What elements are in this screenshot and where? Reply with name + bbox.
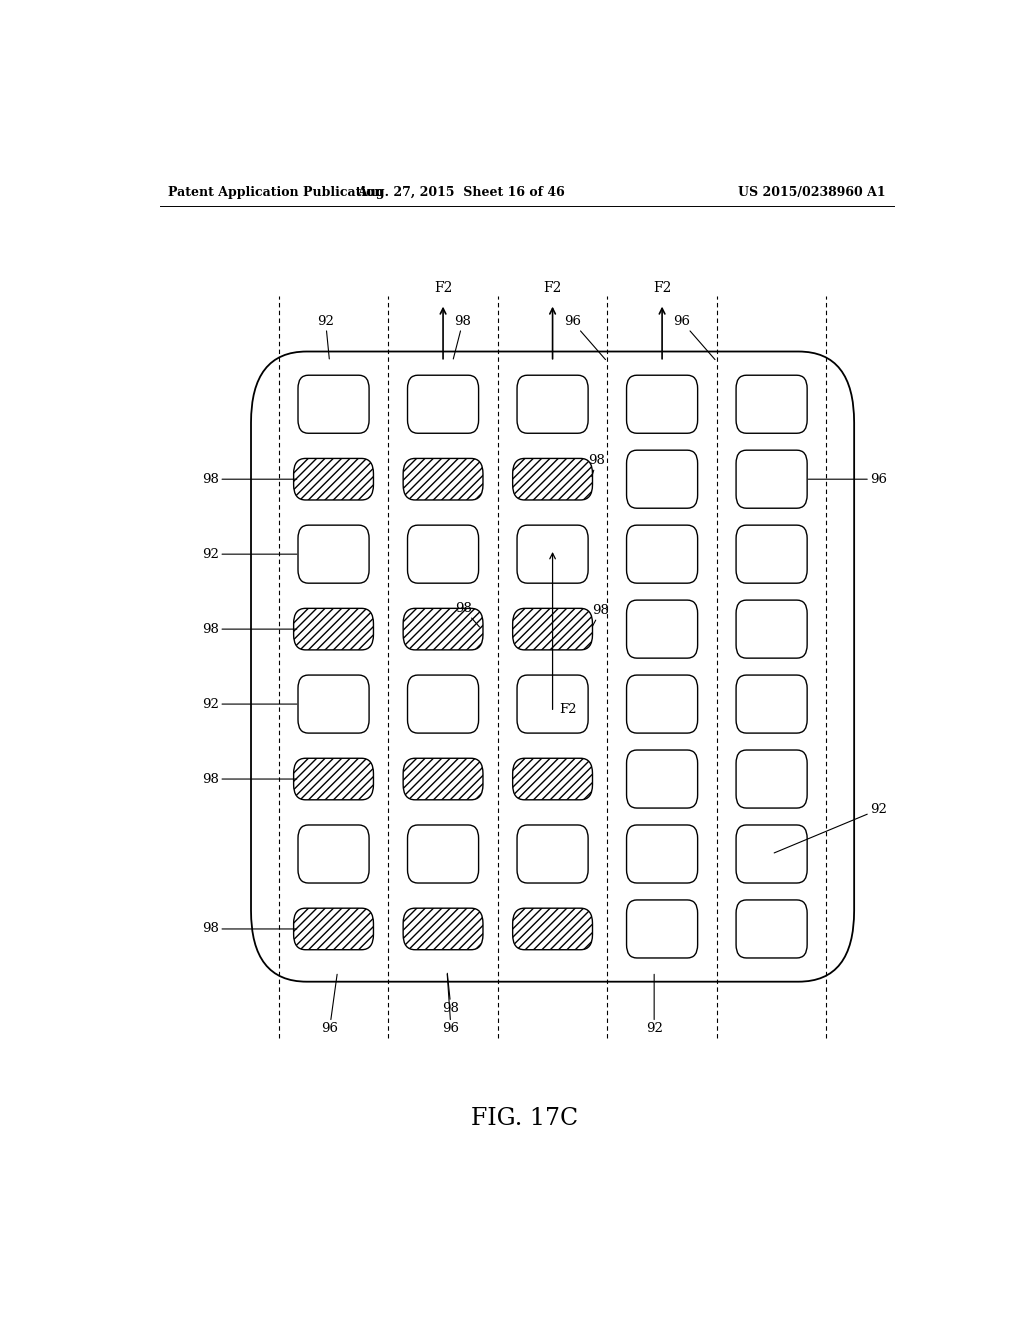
Text: 96: 96 <box>442 974 460 1035</box>
FancyBboxPatch shape <box>627 750 697 808</box>
Text: 98: 98 <box>592 605 609 627</box>
FancyBboxPatch shape <box>627 525 697 583</box>
FancyBboxPatch shape <box>736 675 807 733</box>
FancyBboxPatch shape <box>627 601 697 659</box>
Text: 96: 96 <box>564 315 605 359</box>
FancyBboxPatch shape <box>736 601 807 659</box>
FancyBboxPatch shape <box>627 825 697 883</box>
FancyBboxPatch shape <box>513 758 593 800</box>
Text: 98: 98 <box>203 623 297 636</box>
Text: Aug. 27, 2015  Sheet 16 of 46: Aug. 27, 2015 Sheet 16 of 46 <box>357 186 565 199</box>
Text: Patent Application Publication: Patent Application Publication <box>168 186 383 199</box>
Text: 98: 98 <box>455 602 479 627</box>
Text: 96: 96 <box>808 473 887 486</box>
FancyBboxPatch shape <box>627 375 697 433</box>
Text: 96: 96 <box>322 974 338 1035</box>
FancyBboxPatch shape <box>298 675 369 733</box>
FancyBboxPatch shape <box>736 450 807 508</box>
FancyBboxPatch shape <box>294 908 374 949</box>
Text: F2: F2 <box>559 702 577 715</box>
FancyBboxPatch shape <box>736 825 807 883</box>
FancyBboxPatch shape <box>517 675 588 733</box>
Text: 98: 98 <box>203 473 297 486</box>
FancyBboxPatch shape <box>627 450 697 508</box>
FancyBboxPatch shape <box>408 825 478 883</box>
Text: FIG. 17C: FIG. 17C <box>471 1107 579 1130</box>
Text: 92: 92 <box>203 548 297 561</box>
FancyBboxPatch shape <box>408 375 478 433</box>
FancyBboxPatch shape <box>736 525 807 583</box>
Text: 98: 98 <box>454 315 471 359</box>
FancyBboxPatch shape <box>513 458 593 500</box>
Text: F2: F2 <box>434 281 453 294</box>
FancyBboxPatch shape <box>403 458 483 500</box>
FancyBboxPatch shape <box>403 908 483 949</box>
FancyBboxPatch shape <box>298 375 369 433</box>
Text: 92: 92 <box>646 974 663 1035</box>
Text: 98: 98 <box>442 973 460 1015</box>
FancyBboxPatch shape <box>736 900 807 958</box>
FancyBboxPatch shape <box>403 609 483 649</box>
Text: 98: 98 <box>588 454 605 477</box>
FancyBboxPatch shape <box>517 375 588 433</box>
Text: 98: 98 <box>203 772 297 785</box>
FancyBboxPatch shape <box>517 825 588 883</box>
FancyBboxPatch shape <box>408 675 478 733</box>
Text: 92: 92 <box>317 315 334 359</box>
Text: US 2015/0238960 A1: US 2015/0238960 A1 <box>738 186 886 199</box>
FancyBboxPatch shape <box>513 908 593 949</box>
Text: F2: F2 <box>544 281 562 294</box>
FancyBboxPatch shape <box>298 525 369 583</box>
FancyBboxPatch shape <box>298 825 369 883</box>
FancyBboxPatch shape <box>513 609 593 649</box>
FancyBboxPatch shape <box>294 758 374 800</box>
Text: 92: 92 <box>203 697 297 710</box>
FancyBboxPatch shape <box>517 525 588 583</box>
Text: 96: 96 <box>674 315 715 359</box>
Text: 92: 92 <box>774 803 887 853</box>
FancyBboxPatch shape <box>736 750 807 808</box>
Text: 98: 98 <box>203 923 297 936</box>
FancyBboxPatch shape <box>736 375 807 433</box>
FancyBboxPatch shape <box>408 525 478 583</box>
FancyBboxPatch shape <box>403 758 483 800</box>
FancyBboxPatch shape <box>294 609 374 649</box>
FancyBboxPatch shape <box>627 900 697 958</box>
FancyBboxPatch shape <box>627 675 697 733</box>
FancyBboxPatch shape <box>294 458 374 500</box>
Text: F2: F2 <box>653 281 672 294</box>
